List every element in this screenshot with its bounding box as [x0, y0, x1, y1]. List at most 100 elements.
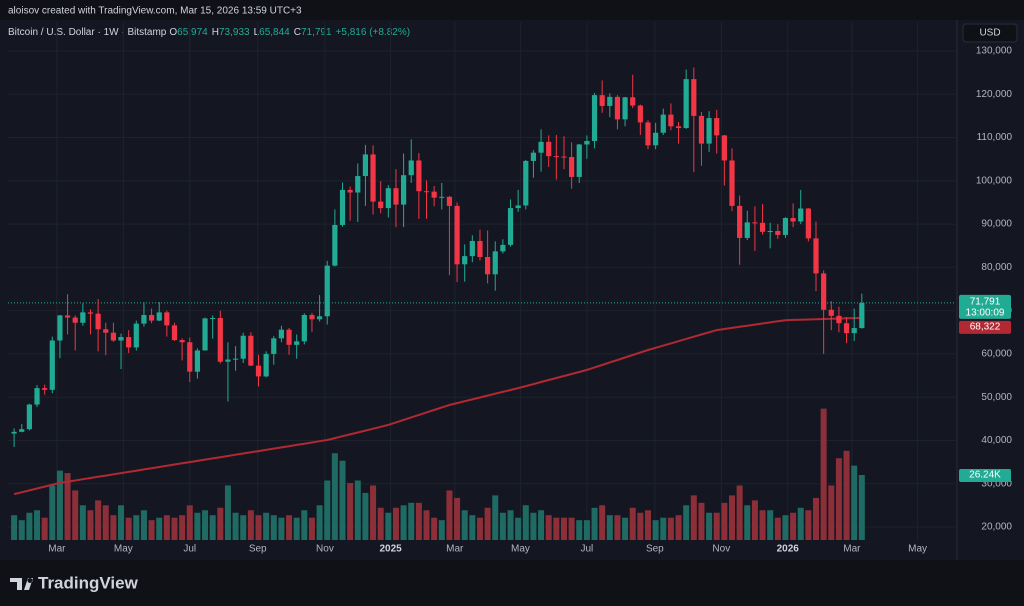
volume-bar — [400, 505, 407, 540]
candle-body — [744, 222, 750, 238]
legend-change: +5,816 (+8.82%) — [336, 27, 411, 38]
candle-body — [607, 96, 613, 106]
candle-body — [248, 335, 254, 366]
candle-body — [759, 222, 766, 232]
volume-bar — [507, 510, 514, 540]
candle-body — [553, 156, 559, 158]
x-tick-label: Jul — [580, 544, 593, 555]
volume-bar — [385, 512, 392, 540]
candle-body — [210, 318, 216, 319]
candle-body — [859, 302, 865, 329]
volume-bar — [133, 515, 140, 540]
volume-bar — [805, 510, 812, 540]
volume-bar — [339, 460, 346, 540]
volume-bar — [72, 490, 79, 540]
y-tick-label: 130,000 — [976, 46, 1013, 57]
candle-body — [813, 238, 819, 274]
legend-key: L — [254, 27, 260, 38]
candle-body — [668, 114, 674, 127]
candle-body — [118, 337, 124, 341]
volume-bar — [347, 482, 354, 540]
volume-bar — [41, 517, 48, 540]
volume-bar — [560, 517, 567, 540]
volume-bar — [538, 510, 545, 540]
volume-bar — [469, 515, 476, 540]
x-tick-label: 2026 — [777, 544, 800, 555]
y-tick-label: 20,000 — [981, 522, 1012, 533]
volume-bar — [461, 510, 468, 540]
legend-key: O — [169, 27, 177, 38]
candle-body — [851, 328, 857, 334]
volume-bar — [652, 520, 659, 540]
candle-body — [347, 189, 353, 193]
candle-body — [500, 244, 506, 252]
y-tick-label: 80,000 — [981, 262, 1012, 273]
volume-bar — [110, 515, 117, 540]
legend-value: 71,791 — [301, 27, 332, 38]
candle-body — [569, 157, 575, 177]
volume-bar — [163, 515, 170, 540]
candle-body — [584, 141, 590, 145]
candle-body — [126, 337, 132, 348]
ma-label: 68,322 — [970, 322, 1001, 333]
volume-bar — [492, 495, 499, 540]
candle-body — [19, 429, 25, 432]
volume-bar — [18, 520, 25, 540]
candle-body — [217, 318, 223, 362]
volume-bar — [515, 517, 522, 540]
y-tick-label: 30,000 — [981, 478, 1012, 489]
volume-bar — [576, 520, 583, 540]
candle-body — [645, 122, 651, 146]
candle-body — [225, 359, 231, 362]
currency-box — [962, 23, 1018, 43]
volume-bar — [194, 512, 201, 540]
volume-bar — [476, 517, 483, 540]
volume-bar — [270, 515, 277, 540]
candle-body — [324, 265, 330, 317]
candle-body — [721, 135, 727, 161]
candle-body — [294, 341, 300, 345]
last-price-box — [959, 294, 1011, 319]
candle-body — [706, 118, 712, 144]
volume-bar — [423, 510, 430, 540]
legend: Bitcoin / U.S. Dollar · 1W · Bitstamp O65… — [8, 27, 410, 38]
x-tick-label: Mar — [843, 544, 861, 555]
volume-bar — [774, 517, 781, 540]
volume-bar — [690, 495, 697, 540]
legend-value: 65,844 — [259, 27, 290, 38]
volume-bar — [202, 510, 209, 540]
candle-body — [362, 154, 369, 177]
candle-body — [286, 329, 292, 345]
volume-bar — [721, 502, 728, 540]
candle-body — [95, 313, 101, 330]
candle-body — [591, 95, 598, 142]
volume-bar — [324, 480, 331, 540]
candle-body — [614, 96, 621, 120]
volume-bar — [484, 507, 491, 540]
candle-body — [492, 251, 498, 275]
credit: aloisov created with TradingView.com, Ma… — [8, 6, 302, 17]
moving-average — [13, 316, 862, 496]
candle-body — [767, 231, 773, 233]
candle-body — [683, 79, 689, 129]
candle-body — [675, 126, 682, 129]
volume-bar — [179, 515, 186, 540]
countdown: 13:00:09 — [966, 308, 1005, 319]
candle-body — [263, 353, 269, 377]
volume-bar — [278, 517, 285, 540]
volume-bar — [308, 517, 315, 540]
candle-body — [240, 335, 246, 359]
volume-bar — [751, 500, 758, 540]
volume-bar — [713, 512, 720, 540]
candle-body — [187, 342, 193, 372]
volume-bar — [392, 507, 399, 540]
volume-bar — [217, 507, 224, 540]
volume-bar — [446, 490, 453, 540]
candle-body — [698, 115, 705, 144]
candle-body — [714, 118, 720, 136]
volume-bar — [454, 497, 461, 540]
candle-body — [798, 208, 804, 222]
candle-body — [538, 141, 544, 153]
candle-body — [836, 315, 842, 324]
volume-bar — [148, 520, 155, 540]
